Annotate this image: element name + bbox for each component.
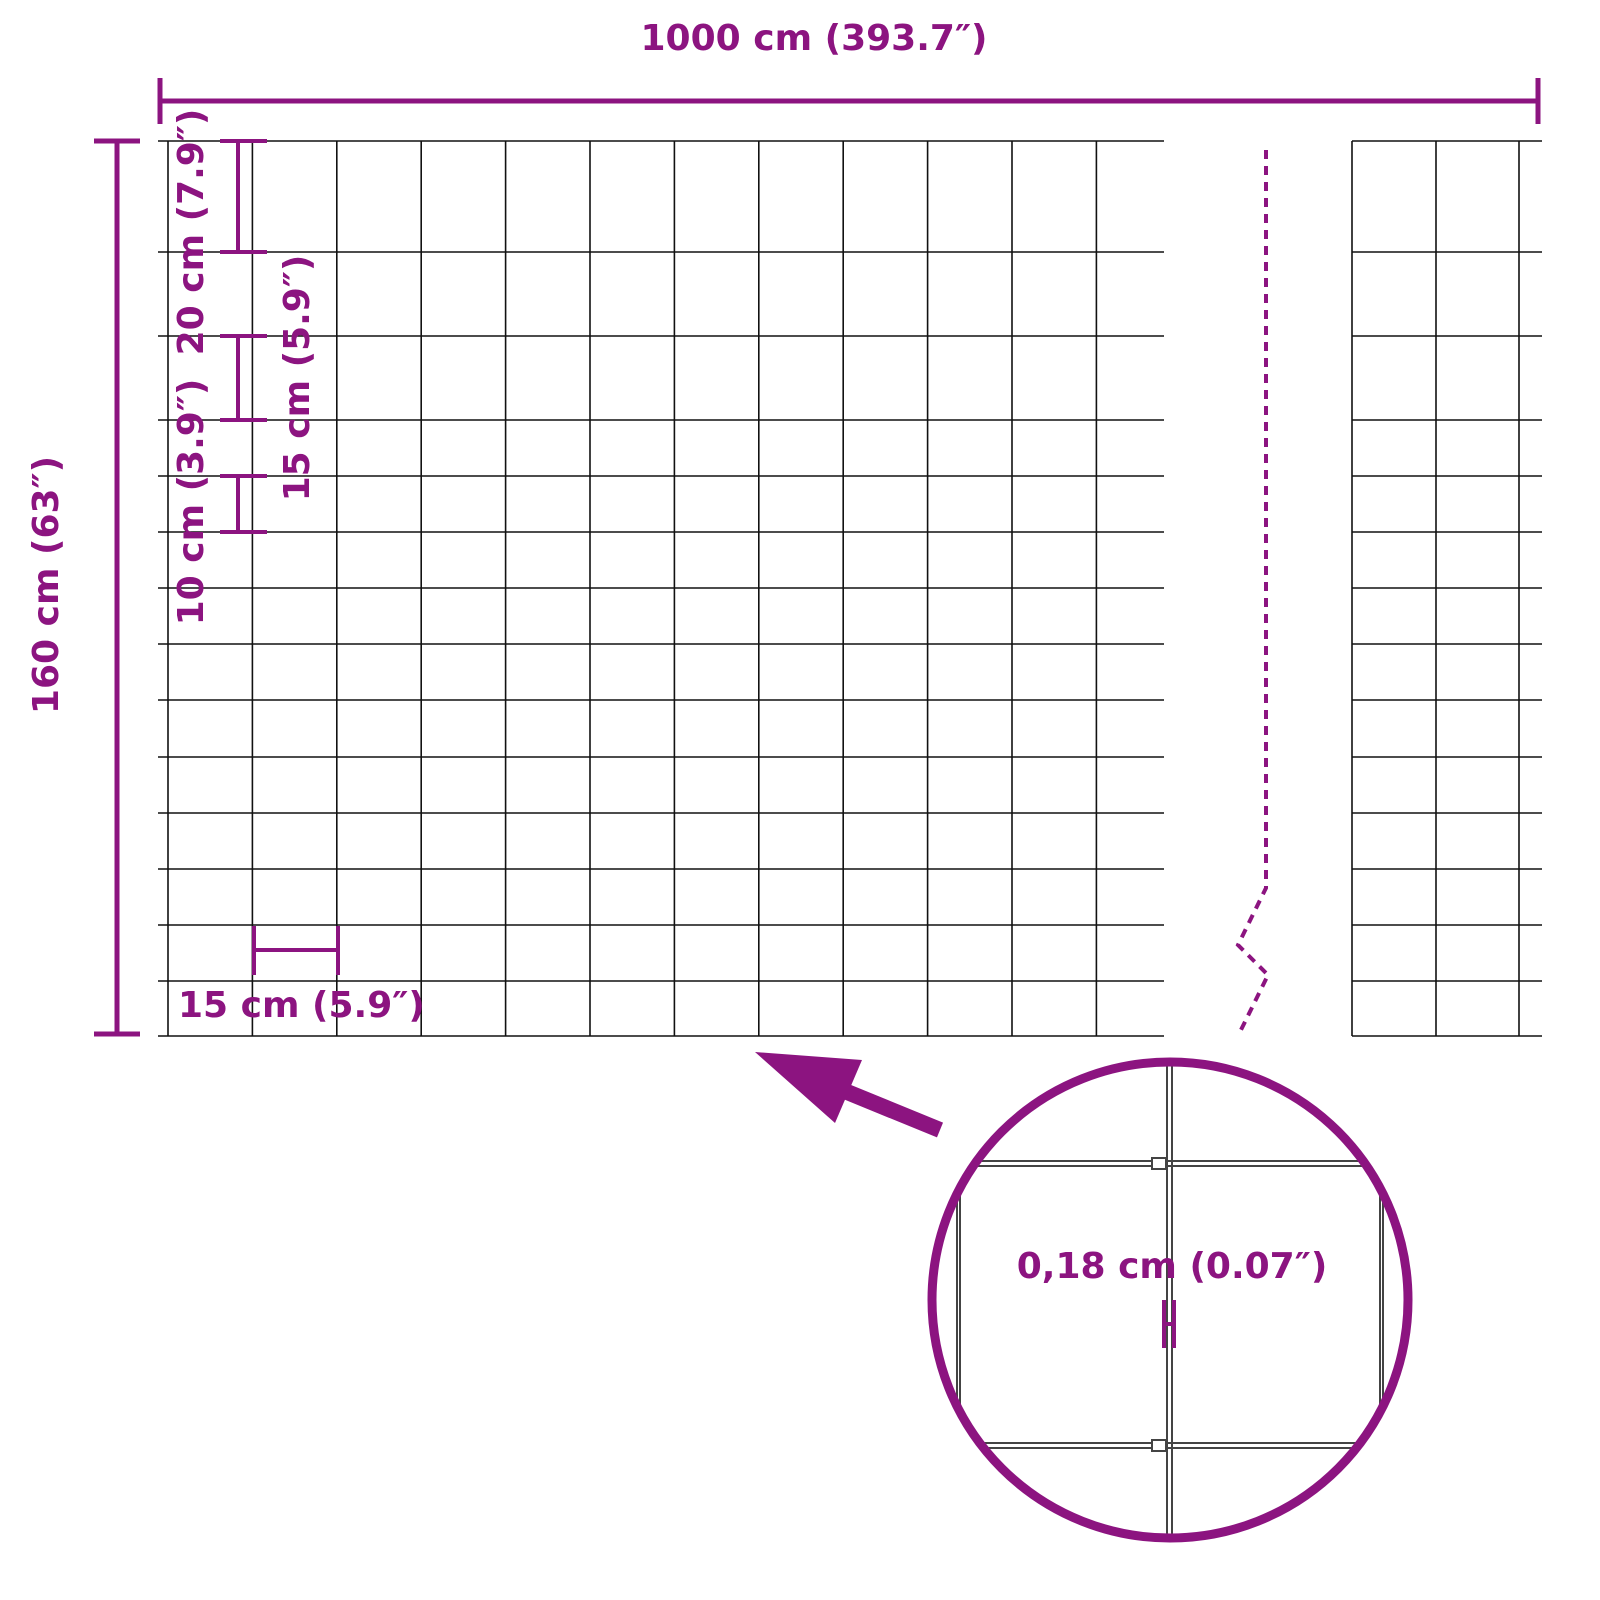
wire-mesh-grid-end — [1351, 140, 1542, 1037]
width-dimension — [157, 78, 1541, 124]
width-label: 1000 cm (393.7″) — [641, 18, 988, 59]
break-line — [1235, 150, 1271, 1037]
arrow-icon — [755, 1052, 944, 1138]
middle-spacing-label: 15 cm (5.9″) — [277, 255, 318, 502]
height-dimension — [94, 138, 140, 1037]
height-label: 160 cm (63″) — [26, 456, 67, 714]
wire-diameter-label: 0,18 cm (0.07″) — [1017, 1246, 1328, 1287]
magnified-detail — [934, 1064, 1406, 1536]
mesh-width-label: 15 cm (5.9″) — [178, 985, 425, 1026]
wire-mesh-grid — [158, 140, 1164, 1037]
top-spacing-label: 20 cm (7.9″) — [171, 109, 212, 356]
bottom-spacing-label: 10 cm (3.9″) — [171, 379, 212, 626]
wire-diameter-marker — [1162, 1300, 1176, 1348]
magnifier-circle — [927, 1057, 1413, 1543]
spacing-markers — [220, 139, 340, 975]
